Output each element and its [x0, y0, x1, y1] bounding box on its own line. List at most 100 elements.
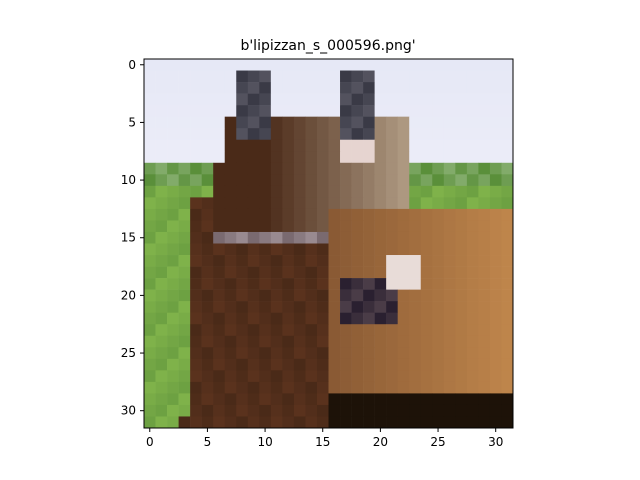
image-pixel: [432, 324, 445, 337]
image-pixel: [386, 301, 398, 313]
image-pixel: [144, 393, 156, 406]
image-pixel: [259, 70, 272, 83]
image-pixel: [316, 128, 329, 141]
image-pixel: [478, 335, 491, 348]
image-pixel: [201, 70, 214, 83]
image-pixel: [167, 128, 179, 141]
image-pixel: [455, 301, 468, 313]
image-pixel: [201, 381, 214, 394]
image-pixel: [386, 312, 398, 325]
image-pixel: [420, 347, 433, 360]
image-pixel: [236, 266, 249, 279]
image-pixel: [201, 162, 214, 175]
image-pixel: [316, 416, 329, 429]
image-pixel: [213, 301, 226, 313]
image-pixel: [397, 116, 410, 129]
image-pixel: [432, 174, 445, 187]
image-pixel: [409, 151, 422, 164]
image-pixel: [201, 243, 214, 256]
image-pixel: [501, 174, 514, 187]
image-pixel: [455, 93, 468, 106]
image-pixel: [374, 93, 387, 106]
image-pixel: [167, 185, 179, 198]
image-pixel: [167, 358, 179, 371]
image-pixel: [178, 162, 191, 175]
image-pixel: [397, 416, 410, 429]
image-pixel: [282, 116, 295, 129]
image-pixel: [432, 93, 445, 106]
image-pixel: [270, 59, 283, 71]
image-pixel: [282, 82, 295, 94]
image-pixel: [190, 59, 202, 71]
image-pixel: [270, 174, 283, 187]
y-tick-label: 25: [121, 346, 136, 360]
image-pixel: [386, 82, 398, 94]
image-pixel: [501, 255, 514, 267]
image-pixel: [478, 301, 491, 313]
image-pixel: [178, 312, 191, 325]
image-pixel: [420, 243, 433, 256]
image-pixel: [155, 70, 168, 83]
image-pixel: [144, 416, 156, 429]
image-pixel: [363, 358, 375, 371]
image-pixel: [259, 266, 272, 279]
image-pixel: [316, 151, 329, 164]
image-pixel: [328, 255, 341, 267]
image-pixel: [328, 358, 341, 371]
image-pixel: [351, 231, 364, 244]
image-pixel: [178, 82, 191, 94]
image-pixel: [328, 139, 341, 152]
image-pixel: [247, 105, 260, 117]
image-pixel: [178, 185, 191, 198]
image-pixel: [340, 185, 352, 198]
image-pixel: [328, 151, 341, 164]
image-pixel: [201, 93, 214, 106]
image-pixel: [167, 231, 179, 244]
image-pixel: [270, 105, 283, 117]
image-pixel: [340, 139, 352, 152]
image-pixel: [478, 105, 491, 117]
image-pixel: [224, 59, 237, 71]
image-pixel: [155, 393, 168, 406]
image-pixel: [247, 208, 260, 221]
image-pixel: [455, 220, 468, 233]
image-pixel: [328, 162, 341, 175]
image-pixel: [420, 185, 433, 198]
image-pixel: [409, 312, 422, 325]
image-pixel: [224, 266, 237, 279]
image-pixel: [501, 139, 514, 152]
x-tick-label: 25: [430, 435, 445, 449]
image-pixel: [201, 301, 214, 313]
image-pixel: [328, 70, 341, 83]
figure-title: b'lipizzan_s_000596.png': [240, 38, 415, 54]
image-pixel: [167, 301, 179, 313]
image-pixel: [224, 151, 237, 164]
image-pixel: [351, 128, 364, 141]
image-pixel: [409, 289, 422, 302]
image-pixel: [155, 289, 168, 302]
image-pixel: [178, 197, 191, 210]
image-pixel: [213, 139, 226, 152]
image-pixel: [409, 70, 422, 83]
y-tick-label: 0: [128, 58, 136, 72]
image-pixel: [363, 93, 375, 106]
image-pixel: [432, 208, 445, 221]
image-pixel: [443, 116, 456, 129]
image-pixel: [270, 82, 283, 94]
image-pixel: [259, 185, 272, 198]
image-pixel: [420, 208, 433, 221]
image-pixel: [501, 93, 514, 106]
image-pixel: [443, 381, 456, 394]
image-pixel: [374, 393, 387, 406]
image-pixel: [167, 243, 179, 256]
image-pixel: [293, 59, 306, 71]
image-pixel: [282, 266, 295, 279]
image-pixel: [247, 151, 260, 164]
image-pixel: [305, 312, 318, 325]
image-pixel: [259, 116, 272, 129]
image-pixel: [270, 151, 283, 164]
image-pixel: [466, 151, 479, 164]
image-pixel: [455, 139, 468, 152]
image-pixel: [282, 151, 295, 164]
image-pixel: [340, 347, 352, 360]
